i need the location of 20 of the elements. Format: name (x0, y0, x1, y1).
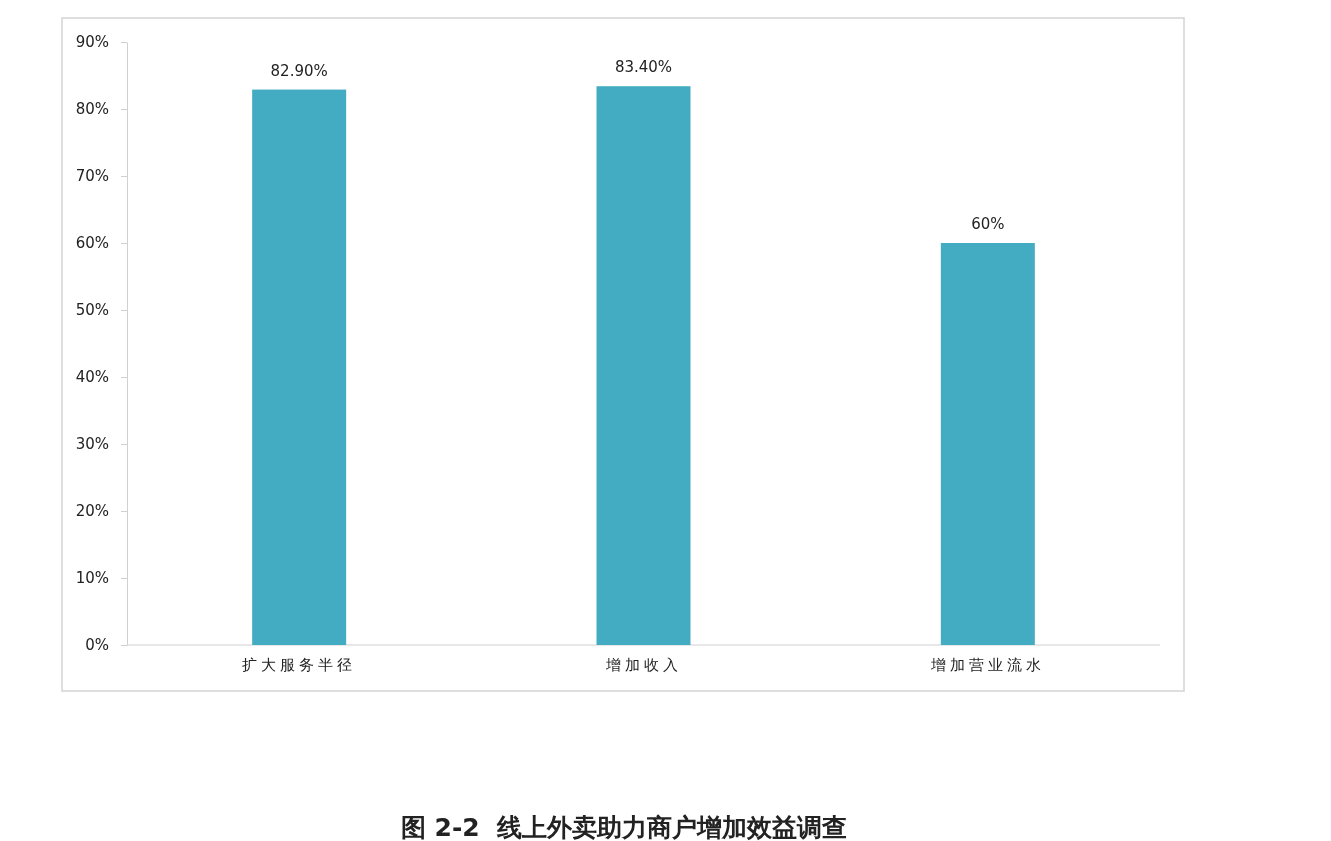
data-label: 60% (971, 215, 1005, 233)
y-tick-label: 30% (75, 435, 109, 454)
y-tick-label: 80% (75, 100, 109, 119)
bar (596, 86, 691, 645)
bar (940, 243, 1035, 645)
y-tick-label: 20% (75, 502, 109, 521)
y-tick-label: 40% (75, 368, 109, 387)
y-tick-label: 90% (75, 33, 109, 52)
data-label: 83.40% (614, 58, 673, 77)
y-tick-label: 60% (75, 234, 109, 253)
bar (252, 89, 347, 645)
data-label: 82.90% (270, 61, 328, 80)
y-tick-label: 10% (75, 569, 109, 588)
x-tick-label: 扩大服务半径 (242, 655, 357, 674)
y-tick-label: 0% (85, 636, 109, 655)
x-tick-label: 增加营业流水 (929, 655, 1045, 674)
y-tick-label: 50% (75, 301, 109, 320)
y-tick-label: 70% (75, 167, 109, 186)
x-tick-label: 增加收入 (604, 655, 682, 674)
text: 图 2-2 线上外卖助力商户增加效益调查 (400, 813, 848, 841)
